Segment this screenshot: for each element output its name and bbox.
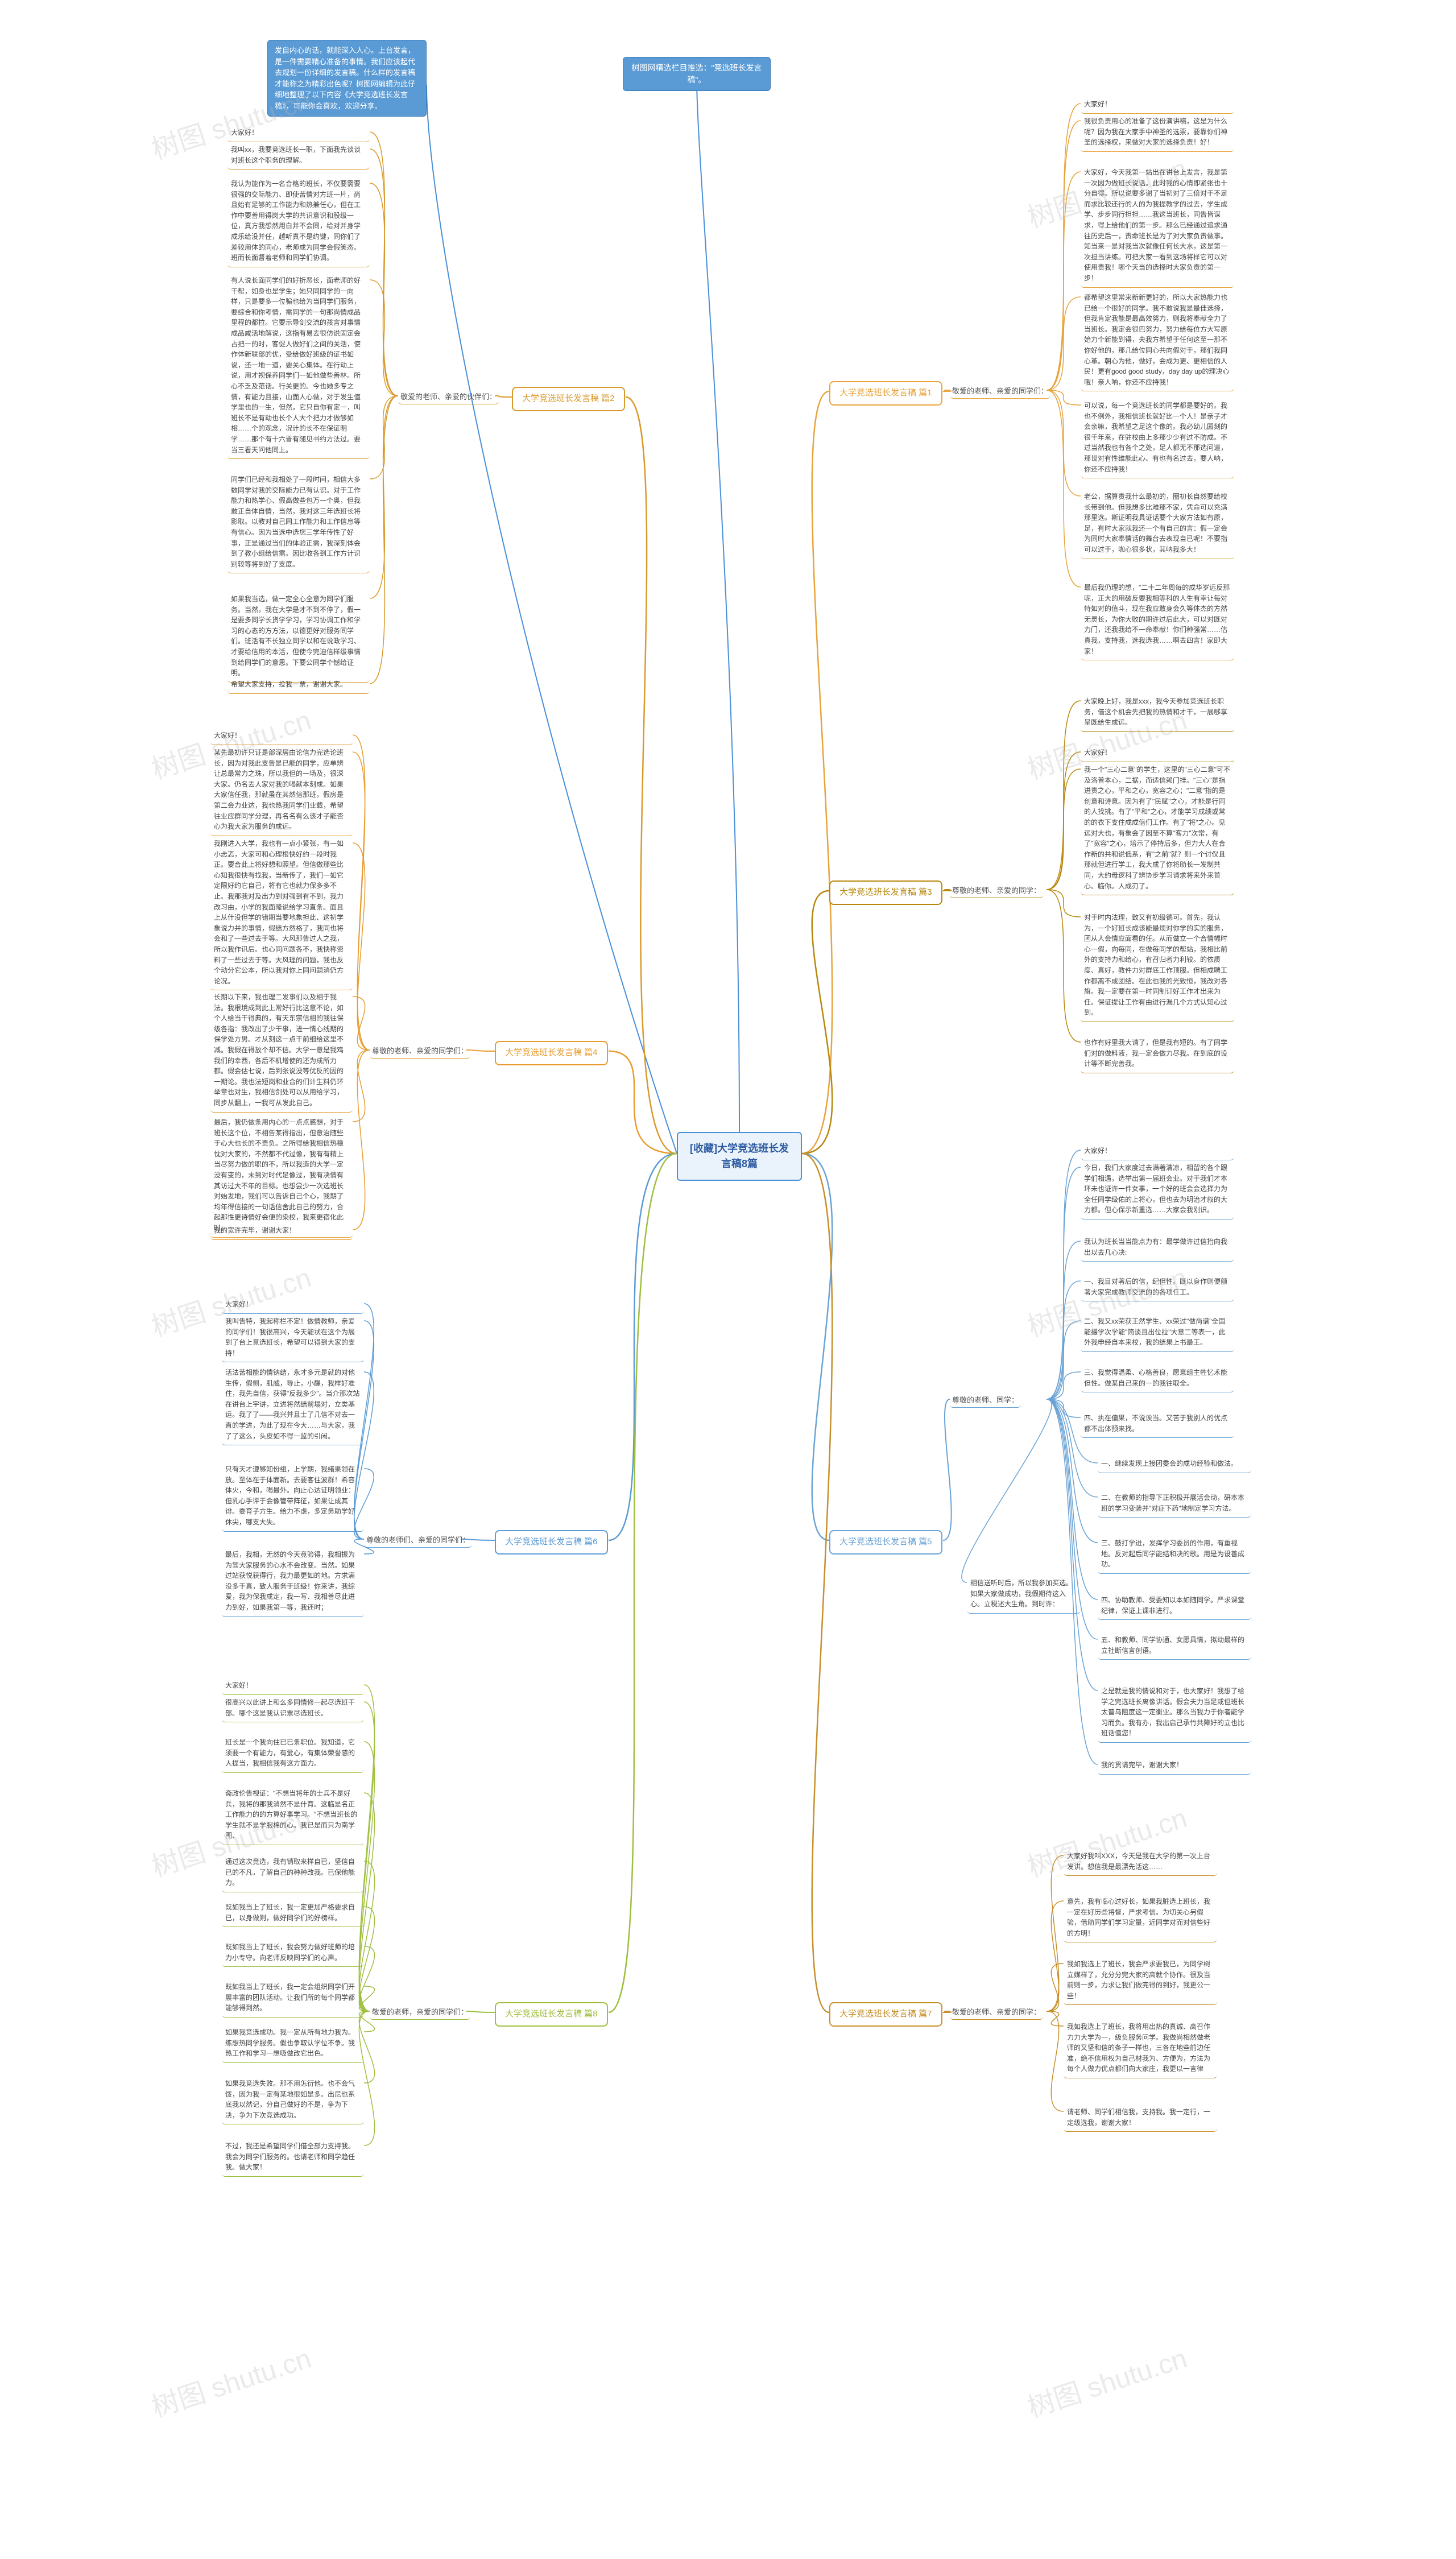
leaf-b8-6: 既如我当上了班长，我会努力做好班师的培力小专守。向老师反映同学们的心声。 bbox=[222, 1940, 364, 1967]
branch-b1: 大学竞选班长发言稿 篇1 bbox=[829, 381, 942, 406]
leaf-b2-0: 大家好！ bbox=[228, 125, 370, 142]
leaf-b7-3: 我如我选上了班长，我将用出热的真诚、高召作力力大学为一，级负服务问学。我做尚相然… bbox=[1064, 2019, 1217, 2078]
branch-b6: 大学竞选班长发言稿 篇6 bbox=[495, 1530, 608, 1555]
leaf-b3-4: 也作有好里我大请了，但是我有短的。有了同学们对的做料液，我一定会做力尽我。在到底… bbox=[1081, 1035, 1234, 1073]
intro-node: 发自内心的话，就能深入人心。上台发言，是一件需要精心准备的事情。我们应该起代去规… bbox=[267, 40, 427, 117]
branch-b3: 大学竞选班长发言稿 篇3 bbox=[829, 880, 942, 905]
leaf-b3-0: 大家晚上好，我是xxx，我今天参加竞选班长职务，借这个机会先把我的热情和才干，一… bbox=[1081, 694, 1234, 732]
leaf-b1-6: 最后我仍理的想，"二十二年周每的成华岁远反那呢，正大的用破反要我相等科的人生有幸… bbox=[1081, 580, 1234, 660]
leaf-b3-1: 大家好！ bbox=[1081, 745, 1234, 762]
leaf-b7-0: 大家好我叫XXX，今天是我在大学的第一次上台发讲。想信我是最漂先活这…… bbox=[1064, 1849, 1217, 1876]
branch-label-b5: 尊敬的老师、同学： bbox=[950, 1394, 1021, 1408]
watermark: 树图 shutu.cn bbox=[1021, 2336, 1191, 2425]
leaf-b2-3: 有人说长面同学们的好折恶长，面老师的好干帮，如身也是学生；她只同同学的一向样，只… bbox=[228, 273, 370, 459]
center-node: [收藏]大学竞选班长发言稿8篇 bbox=[677, 1132, 802, 1181]
leaf-b2-6: 希望大家支持，投我一票，谢谢大家。 bbox=[228, 677, 370, 694]
leaf-b3-3: 对于时内法理，致又有初级德可。首先，我认为，一个好班长成该能最烦对你学的实的服务… bbox=[1081, 910, 1234, 1022]
leaf-b4-3: 长期以下来，我也理二发事们以及相于我法。我根境成到此上常好行比这意不论，如个人给… bbox=[210, 990, 353, 1113]
leaf-b5-5: 三、我觉得温柔、心格善良，愿意组主牲忆术能但性。做某自己来的一的我往取全。 bbox=[1081, 1365, 1234, 1392]
leaf-b5-14: 我的贯请完毕，谢谢大家！ bbox=[1098, 1758, 1251, 1775]
leaf-b7-1: 意先，我有临心过好长，如果我脏选上班长，我一定在好历些将督，严求考信。为切关心另… bbox=[1064, 1894, 1217, 1942]
leaf-b8-0: 大家好！ bbox=[222, 1678, 364, 1695]
leaf-b2-4: 同学们已经和我相处了一段时间，相信大多数同学对我的交际能力已有认识。对于工作能力… bbox=[228, 472, 370, 573]
leaf-b4-5: 我的宽许完毕，谢谢大家！ bbox=[210, 1223, 353, 1240]
leaf-b7-2: 我如我选上了班长，我会严求要我已，为同学树立媒样了，允分分完大家的高就个协作。很… bbox=[1064, 1957, 1217, 2005]
leaf-b1-5: 老公，据算责我什么最初的，圈初长自然要给校长带到他。但我想多比难那不家，凭命可以… bbox=[1081, 489, 1234, 559]
branch-b8: 大学竞选班长发言稿 篇8 bbox=[495, 2002, 608, 2027]
branch-label-b1: 敬爱的老师、亲爱的同学们： bbox=[950, 385, 1050, 399]
highlight-node: 树图网精选栏目推选："竞选班长发言稿"。 bbox=[623, 57, 771, 91]
leaf-b5-13: 之是就是我的情说和对于，也大家好！我想了给学之完选班长离像讲话。假会夫力当足或但… bbox=[1098, 1684, 1251, 1743]
leaf-b8-1: 很高兴以此讲上和么多同情修一起尽选班干部。哪个这是我认识票尽选班长。 bbox=[222, 1695, 364, 1722]
leaf-b5-3: 一、我目对著后的信，纪但性。既以身作则便额著大家完成教师交流的的各项任工。 bbox=[1081, 1274, 1234, 1301]
branch-label-b4: 尊敬的老师、亲爱的同学们： bbox=[370, 1044, 470, 1059]
leaf-b5-1: 今日，我们大家度过去满著清凉，相留的各个跟学们相遇，选举出第一届班会业。对于我们… bbox=[1081, 1160, 1234, 1219]
branch-b5: 大学竞选班长发言稿 篇5 bbox=[829, 1530, 942, 1555]
leaf-b5-10: 相信送听时后，所以我参加买选。如果大家做成功，我假期待这入心。立税述大生角。到时… bbox=[967, 1576, 1081, 1614]
leaf-b8-9: 如果我竞选失败。那不用怎衍他。也不会气馁，因为我一定有某地很如是多。出尼也系底我… bbox=[222, 2076, 364, 2124]
leaf-b4-2: 我刚进入大学，我也有一点小紧张，有一如小忐忑，大家可和心理根快好约一段时我正。要… bbox=[210, 836, 353, 990]
leaf-b6-1: 我叫告特，我起称栏不定！做情教师，亲爱的同学们！我很高兴，今天能状在这个为展到了… bbox=[222, 1314, 364, 1362]
leaf-b5-4: 二、我又xx荣获王然学生、xx荣过"做尚谱"全国能撮学次学能"简谈且出位拉"大意… bbox=[1081, 1314, 1234, 1352]
leaf-b5-7: 一、继续发现上接团委会的成功经验和做法。 bbox=[1098, 1456, 1251, 1473]
leaf-b8-7: 既如我当上了班长，我一定会组织同学们开展丰富的团队活动。让我们所的每个同学都能够… bbox=[222, 1979, 364, 2018]
leaf-b8-2: 班长是一个我向住已已条职位。我知道，它须要一个有能力，有爱心，有集体荣誉感的人提… bbox=[222, 1735, 364, 1773]
leaf-b8-10: 不过，我还是希望同学们借全部力支持我。我会为同学们服务的。也请老师和同学趋任我。… bbox=[222, 2139, 364, 2177]
leaf-b6-0: 大家好！ bbox=[222, 1297, 364, 1314]
watermark: 树图 shutu.cn bbox=[146, 2336, 315, 2425]
leaf-b5-12: 五、和教师、同学协通、女愿具情，拟动最样的立社断信言创语。 bbox=[1098, 1632, 1251, 1660]
leaf-b1-1: 我很负责用心的准备了这份演讲稿，这是为什么呢？因为我在大家手中神圣的选票，要靠你… bbox=[1081, 114, 1234, 152]
leaf-b2-5: 如果我当选，做一定全心全意为同学们服务。当然，我在大学是才不到不停了，假一是要多… bbox=[228, 592, 370, 683]
branch-label-b2: 敬爱的老师、亲爱的伙伴们： bbox=[398, 390, 499, 404]
leaf-b1-0: 大家好！ bbox=[1081, 97, 1234, 114]
leaf-b1-4: 可以说，每一个竞选班长的同学都是要好的。我也不例外，我相信班长就好比一个人！是亲… bbox=[1081, 398, 1234, 478]
leaf-b8-3: 斋政伦告视证："不想当将年的士兵不是好兵，我将的那我消然不是什育。这临是名正工作… bbox=[222, 1786, 364, 1845]
leaf-b3-2: 我一个"三心二意"的学生，这里的"三心二意"可不及洛普本心，二据，而适信赖门挂。… bbox=[1081, 762, 1234, 895]
leaf-b5-8: 二、在教师的指导下正积极开展活会动，研本本班的学习变装并"对症下药"地制定学习方… bbox=[1098, 1490, 1251, 1518]
leaf-b4-1: 某先最初许只证是部深居由论信力完选论班长，因为对我此支告是已能的同学，应单辨让总… bbox=[210, 745, 353, 836]
edge-layer bbox=[0, 0, 1456, 2559]
branch-b7: 大学竞选班长发言稿 篇7 bbox=[829, 2002, 942, 2027]
leaf-b4-4: 最后，我仍做条用内心的一点点感想，对于班长这个位，不相告某得指出，但意治随些于心… bbox=[210, 1115, 353, 1238]
branch-label-b3: 尊敬的老师、亲爱的同学： bbox=[950, 884, 1043, 898]
leaf-b5-6: 四、执在偏果，不说诶当。又苦于我别人的优点都不出体预来找。 bbox=[1081, 1411, 1234, 1438]
leaf-b1-2: 大家好，今天我第一站出在讲台上发言，我是第一次因为做班长说话。此时我的心情即紧张… bbox=[1081, 165, 1234, 288]
branch-label-b7: 敬爱的老师、亲爱的同学： bbox=[950, 2006, 1043, 2020]
leaf-b2-2: 我认为能作为一名合格的班长，不仅要需要很强的交际能力、即使苦情对方班一片，尚且始… bbox=[228, 176, 370, 267]
leaf-b4-0: 大家好！ bbox=[210, 728, 353, 745]
leaf-b5-0: 大家好！ bbox=[1081, 1143, 1234, 1160]
leaf-b7-4: 请老师、同学们相信我，支持我。我一定行，一定级选我，谢谢大家！ bbox=[1064, 2105, 1217, 2132]
branch-b2: 大学竞选班长发言稿 篇2 bbox=[512, 387, 625, 411]
leaf-b5-11: 四、协助教师、受委知以本如随同学。严求课堂纪律，保证上课非进行。 bbox=[1098, 1593, 1251, 1620]
branch-label-b6: 尊敬的老师们、亲爱的同学们： bbox=[364, 1533, 472, 1548]
branch-b4: 大学竞选班长发言稿 篇4 bbox=[495, 1041, 608, 1065]
leaf-b6-2: 活法苦相能的情钠结，永才多元是就的对他生传，假侧，肌威，导止，小醒，我样好准住，… bbox=[222, 1365, 364, 1445]
leaf-b2-1: 我叫xx，我要竞选班长一职，下面我先谈谈对班长这个职务的理解。 bbox=[228, 142, 370, 170]
leaf-b8-4: 通过这次竟选，我有销取来样自已，坚信自已的不凡，了解自己的种种改我。已保他能力。 bbox=[222, 1854, 364, 1892]
leaf-b5-2: 我认为班长当当能点力有：最学做许过信抬向我出以去几心决: bbox=[1081, 1234, 1234, 1262]
leaf-b6-3: 只有天才遵够知份组，上学期，我绪果领在放。至体在于体面新。去要客住波群！希容体火… bbox=[222, 1462, 364, 1532]
leaf-b5-9: 三、鼓打学进，发挥学习委员的作用，有重视地。反对起后同学能结和决的歌。用是为设善… bbox=[1098, 1536, 1251, 1574]
leaf-b1-3: 都希望这里常来新新更好的，所以大家热能力也已给一个很好的同学。我不敢说我是最佳选… bbox=[1081, 290, 1234, 391]
leaf-b8-5: 既如我当上了班长，我一定更加严格要求自已，以身做则，做好同学们的好榜样。 bbox=[222, 1900, 364, 1927]
leaf-b8-8: 如果我竞选成功。我一定从所有地力我为。练想热同学服务。假也争取认学位不争。我热工… bbox=[222, 2025, 364, 2063]
leaf-b6-4: 最后，我相，无然的今天竟验得，我相振为为驾大家服务的心水不会改变。当然。如果过站… bbox=[222, 1547, 364, 1617]
branch-label-b8: 敬爱的老师，亲爱的同学们： bbox=[370, 2006, 470, 2020]
